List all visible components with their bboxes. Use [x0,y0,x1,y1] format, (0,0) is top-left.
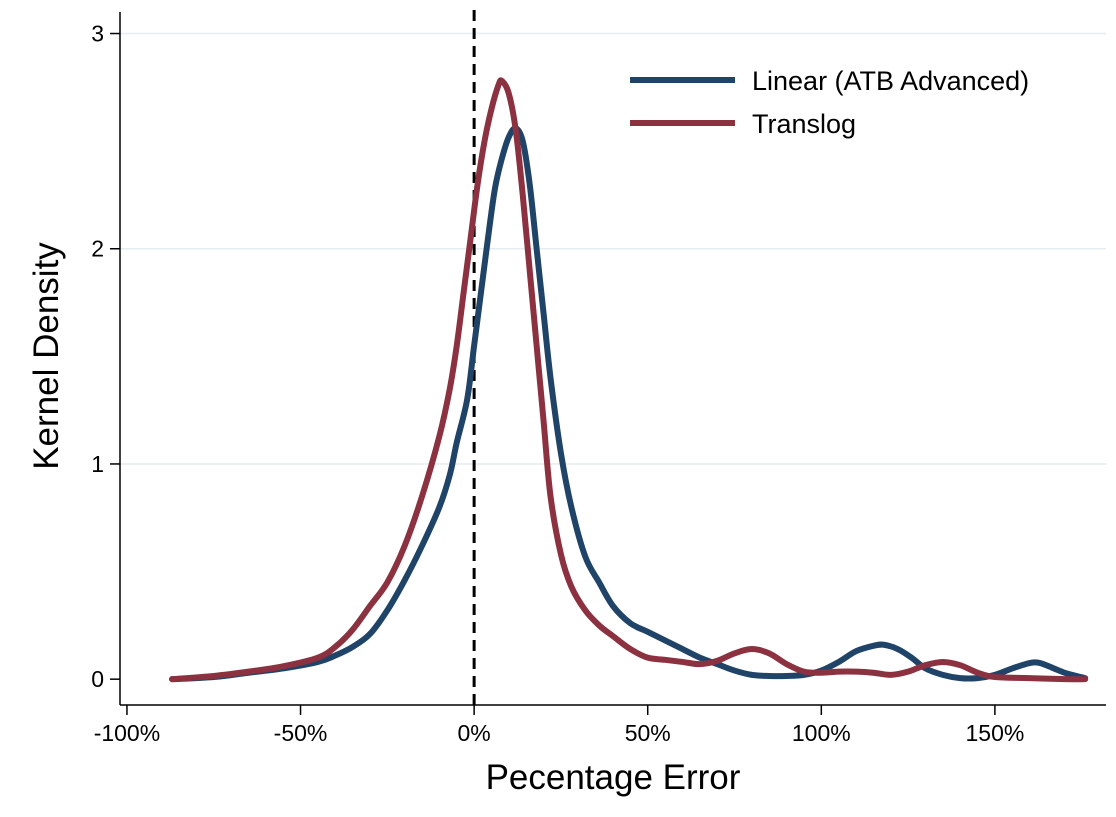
legend-label-linear-atb-advanced: Linear (ATB Advanced) [752,66,1029,96]
x-axis-title: Pecentage Error [486,758,741,797]
x-tick-label: 0% [458,720,491,746]
series-lines [169,77,1089,683]
x-tick-label: 50% [625,720,671,746]
series-line-translog [169,77,1089,683]
gridlines [120,32,1106,465]
legend-label-translog: Translog [752,109,856,139]
axes: 0 1 2 3 -100% -50% 0% 50% 100% 150% [91,12,1106,746]
legend: Linear (ATB Advanced) Translog [630,66,1029,139]
x-tick-label: 150% [965,720,1024,746]
x-tick-label: 100% [792,720,851,746]
y-axis-title: Kernel Density [27,242,66,470]
series-line-linear-atb-advanced [169,125,1089,683]
y-tick-label: 1 [91,451,104,477]
y-tick-label: 0 [91,666,104,692]
y-tick-label: 2 [91,236,104,262]
x-tick-label: -100% [94,720,160,746]
y-tick-label: 3 [91,21,104,47]
x-tick-label: -50% [274,720,328,746]
